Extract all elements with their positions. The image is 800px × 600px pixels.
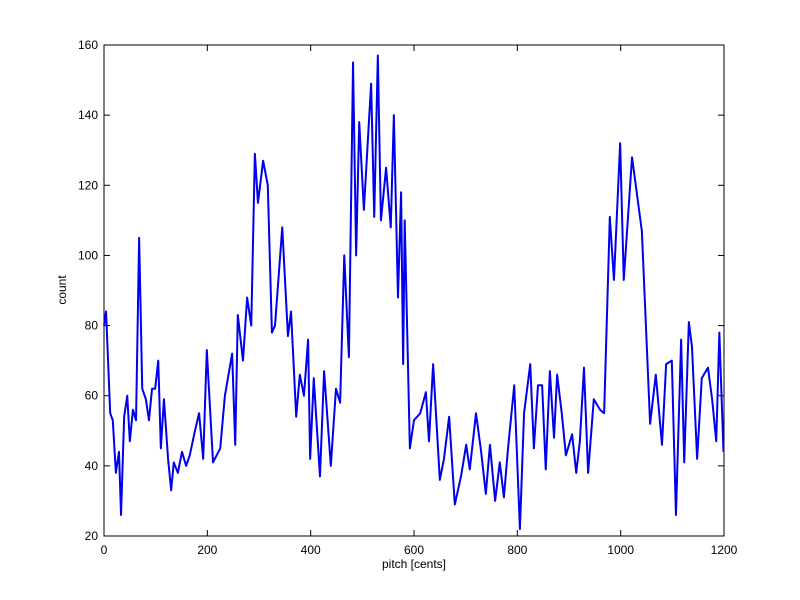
y-tick-label: 80 <box>85 319 99 333</box>
y-axis-label: count <box>55 275 69 305</box>
x-tick-label: 1200 <box>711 543 738 557</box>
y-tick-label: 120 <box>78 178 98 192</box>
x-tick-label: 1000 <box>607 543 634 557</box>
x-tick-label: 400 <box>301 543 321 557</box>
x-tick-label: 800 <box>507 543 527 557</box>
x-axis-label: pitch [cents] <box>382 557 446 571</box>
y-tick-label: 140 <box>78 108 98 122</box>
x-tick-label: 200 <box>197 543 217 557</box>
data-line <box>103 54 725 530</box>
plot-area <box>103 44 725 537</box>
y-tick-label: 160 <box>78 38 98 52</box>
y-tick-label: 20 <box>85 529 99 543</box>
y-tick-label: 100 <box>78 248 98 262</box>
x-tick-label: 600 <box>404 543 424 557</box>
y-tick-label: 40 <box>85 459 99 473</box>
y-tick-label: 60 <box>85 389 99 403</box>
x-tick-label: 0 <box>101 543 108 557</box>
